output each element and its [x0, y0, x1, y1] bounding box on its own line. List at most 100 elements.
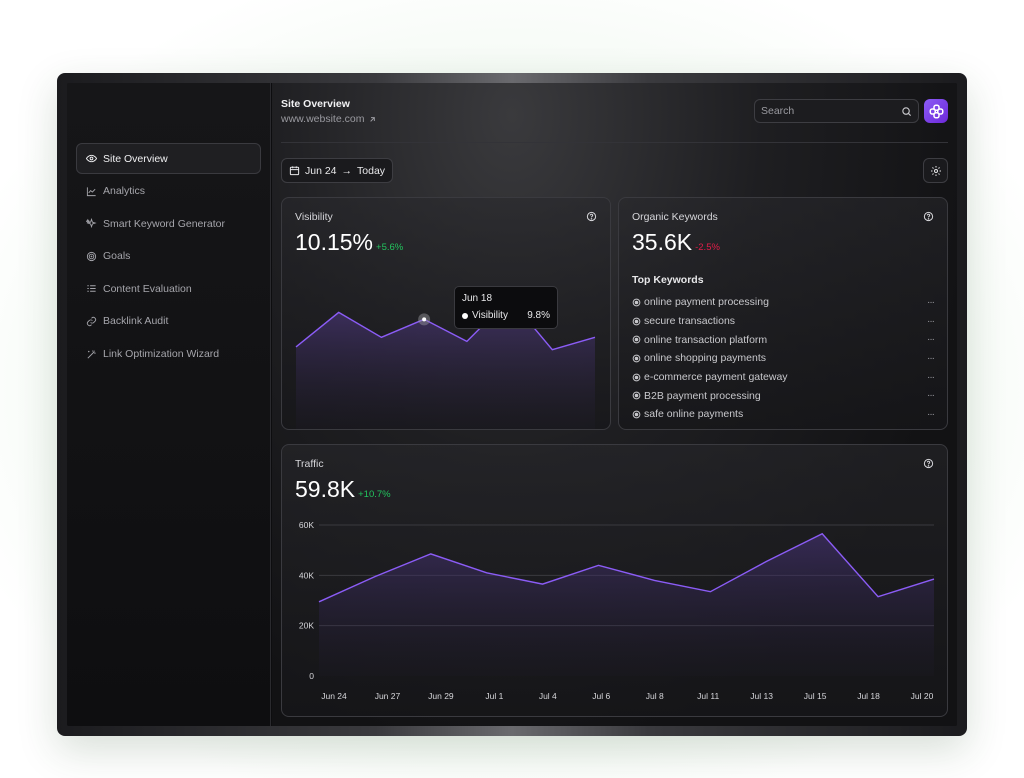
app-menu-button[interactable]	[924, 99, 948, 123]
gear-icon	[930, 165, 941, 176]
top-keywords-title: Top Keywords	[632, 274, 704, 286]
date-arrow: →	[341, 164, 353, 177]
organic-keywords-delta: -2.5%	[695, 242, 720, 253]
more-options-button[interactable]: ···	[927, 408, 935, 420]
organic-keywords-value-row: 35.6K -2.5%	[632, 229, 720, 256]
organic-keywords-card: Organic Keywords 35.6K -2.5% Top Keywords…	[618, 197, 948, 430]
x-tick-label: Jul 6	[592, 691, 610, 701]
visibility-value: 10.15%	[295, 229, 374, 255]
tooltip-value: 9.8%	[527, 310, 550, 321]
visibility-line	[295, 297, 596, 351]
search-icon	[902, 106, 912, 116]
x-tick-label: Jul 13	[750, 691, 773, 701]
tooltip-row: Visibility 9.8%	[462, 310, 550, 321]
tooltip-series: Visibility	[472, 310, 508, 321]
organic-keywords-value: 35.6K	[632, 229, 693, 255]
site-url-link[interactable]: www.website.com	[281, 113, 377, 125]
sidebar-item-smart-keyword-generator[interactable]: Smart Keyword Generator	[76, 208, 261, 239]
sidebar-item-content-evaluation[interactable]: Content Evaluation	[76, 273, 261, 304]
target-icon	[86, 251, 97, 261]
sparkle-icon	[86, 218, 97, 229]
keyword-row[interactable]: online transaction platform ···	[632, 330, 935, 349]
help-icon[interactable]	[923, 211, 934, 222]
x-tick-label: Jul 11	[697, 691, 719, 701]
app-window: Site Overview Analytics Smart Keyword Ge…	[67, 83, 957, 726]
radio-dot-icon	[632, 298, 641, 307]
top-keywords-list: online payment processing ··· secure trans…	[632, 293, 935, 424]
sidebar-item-label: Backlink Audit	[103, 315, 169, 328]
y-tick-label: 60K	[299, 520, 314, 530]
external-link-icon	[370, 116, 376, 122]
visibility-chart	[295, 297, 596, 429]
magic-wand-icon	[87, 349, 96, 359]
sidebar-nav: Site Overview Analytics Smart Keyword Ge…	[76, 143, 261, 371]
keyword-label: online payment processing	[644, 296, 769, 309]
sidebar-item-label: Goals	[103, 250, 131, 263]
y-tick-label: 20K	[299, 621, 314, 631]
visibility-card: Visibility 10.15% +5.6%	[281, 197, 611, 430]
search-placeholder: Search	[761, 105, 795, 117]
keyword-row[interactable]: online shopping payments ···	[632, 349, 935, 368]
traffic-area	[319, 533, 934, 676]
traffic-label: Traffic	[295, 458, 324, 470]
sidebar-item-analytics[interactable]: Analytics	[76, 176, 261, 207]
x-tick-label: Jul 18	[857, 691, 880, 701]
keyword-label: e-commerce payment gateway	[644, 371, 788, 384]
traffic-chart: 0 20K 40K 60K Jun 24 Jun 27 Jun 29 Jul 1 Jul 4 Ju…	[299, 520, 935, 701]
traffic-card: Traffic 59.8K +10.7% 0 20K 40K 60K Jun 24 Jun …	[281, 444, 948, 717]
site-url: www.website.com	[281, 113, 365, 125]
eye-icon	[86, 154, 97, 163]
help-icon[interactable]	[923, 458, 934, 469]
visibility-delta: +5.6%	[376, 242, 404, 253]
visibility-tooltip: Jun 18 Visibility 9.8%	[454, 286, 558, 329]
keyword-row[interactable]: secure transactions ···	[632, 312, 935, 331]
more-options-button[interactable]: ···	[927, 315, 935, 327]
date-range-button[interactable]: Jun 24 → Today	[281, 158, 394, 183]
help-icon[interactable]	[586, 211, 597, 222]
keyword-row[interactable]: B2B payment processing ···	[632, 386, 935, 405]
sidebar-item-link-optimization-wizard[interactable]: Link Optimization Wizard	[76, 339, 261, 370]
y-tick-label: 0	[309, 671, 314, 681]
sidebar-item-label: Smart Keyword Generator	[103, 217, 225, 230]
x-tick-label: Jul 1	[485, 691, 503, 701]
keyword-label: B2B payment processing	[644, 389, 761, 402]
more-options-button[interactable]: ···	[927, 334, 935, 346]
more-options-button[interactable]: ···	[927, 352, 935, 364]
more-options-button[interactable]: ···	[927, 371, 935, 383]
sidebar-item-label: Analytics	[103, 185, 146, 198]
radio-dot-icon	[632, 335, 641, 344]
traffic-value: 59.8K	[295, 476, 356, 502]
keyword-row[interactable]: online payment processing ···	[632, 293, 935, 312]
date-from: Jun 24	[305, 164, 337, 177]
settings-button[interactable]	[923, 158, 948, 183]
keyword-row[interactable]: safe online payments ···	[632, 405, 935, 424]
sidebar-item-site-overview[interactable]: Site Overview	[76, 143, 261, 174]
tooltip-date: Jun 18	[462, 293, 493, 304]
keyword-label: secure transactions	[644, 315, 736, 328]
x-tick-label: Jun 24	[321, 691, 347, 701]
x-tick-label: Jun 29	[428, 691, 454, 701]
checklist-icon	[87, 285, 96, 293]
sidebar-item-label: Site Overview	[103, 152, 168, 165]
more-options-button[interactable]: ···	[927, 390, 935, 402]
x-tick-label: Jul 15	[804, 691, 827, 701]
logo-icon	[929, 104, 943, 118]
main-panel: Site Overview www.website.com Search Jun…	[272, 83, 957, 726]
sidebar-item-goals[interactable]: Goals	[76, 241, 261, 272]
more-options-button[interactable]: ···	[927, 296, 935, 308]
sidebar-item-backlink-audit[interactable]: Backlink Audit	[76, 306, 261, 337]
page-title: Site Overview	[281, 98, 350, 110]
hover-point[interactable]	[422, 317, 427, 322]
organic-keywords-label: Organic Keywords	[632, 211, 718, 223]
x-tick-label: Jul 8	[646, 691, 664, 701]
keyword-row[interactable]: e-commerce payment gateway ···	[632, 368, 935, 387]
line-chart-icon	[86, 186, 96, 196]
keyword-label: online shopping payments	[644, 352, 767, 365]
calendar-icon	[289, 166, 300, 176]
x-tick-label: Jun 27	[375, 691, 401, 701]
radio-dot-icon	[632, 410, 641, 419]
traffic-value-row: 59.8K +10.7%	[295, 476, 391, 503]
radio-dot-icon	[632, 373, 641, 381]
search-input[interactable]: Search	[754, 99, 919, 123]
visibility-label: Visibility	[295, 211, 333, 223]
